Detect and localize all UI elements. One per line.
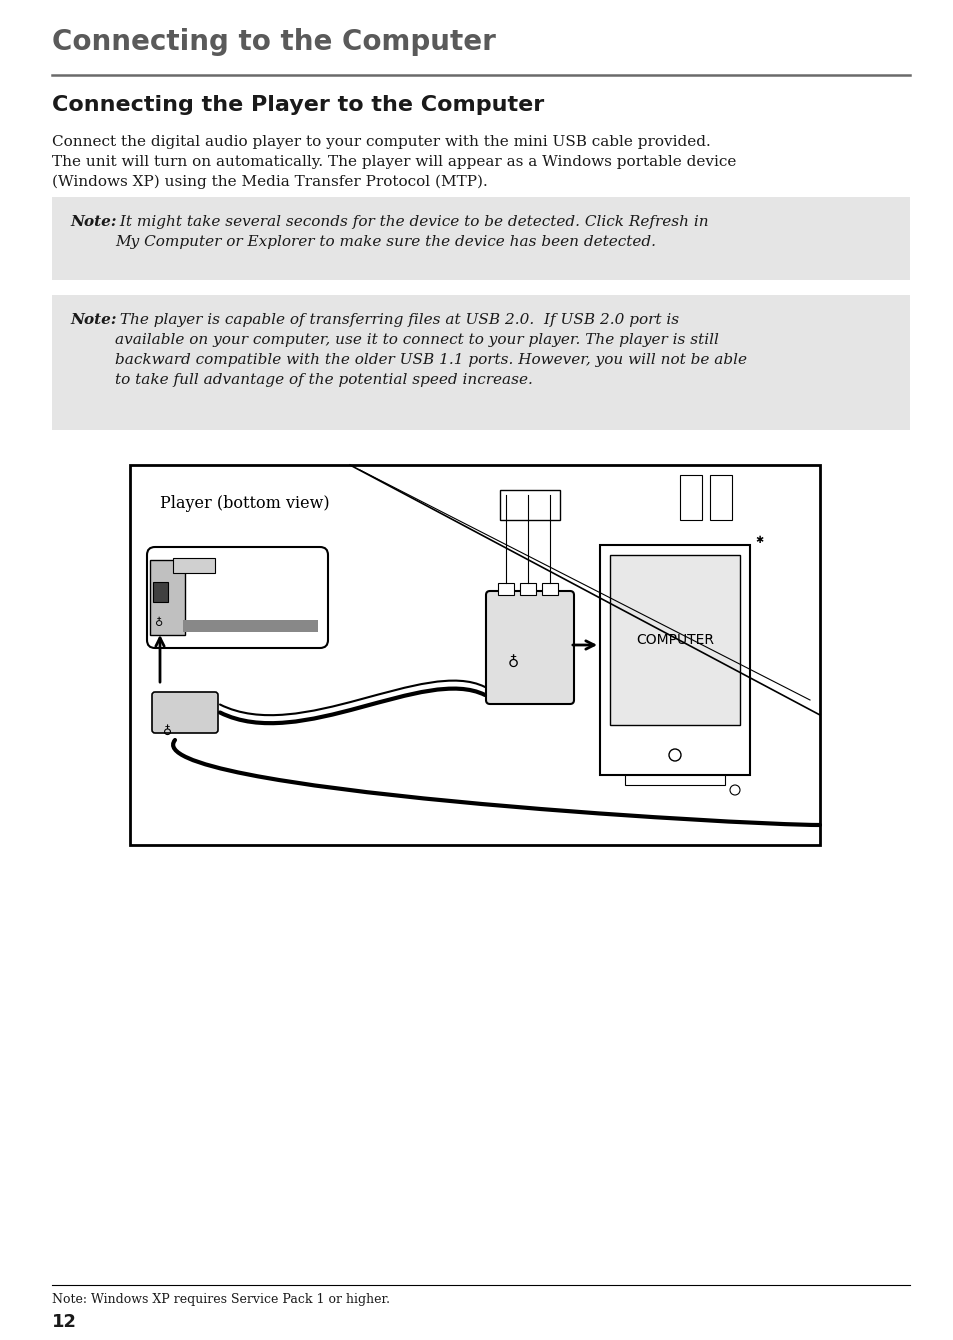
Text: ♁: ♁ (163, 725, 172, 738)
Bar (599, 545, 749, 775)
Text: It might take several seconds for the device to be detected. Click Refresh in
My: It might take several seconds for the de… (115, 214, 708, 249)
Text: Connecting to the Computer: Connecting to the Computer (52, 28, 496, 56)
Bar (183, 620, 317, 632)
Bar (609, 555, 740, 725)
Text: COMPUTER: COMPUTER (636, 632, 713, 647)
Bar (152, 582, 168, 602)
Bar (52, 197, 909, 280)
Bar (709, 474, 731, 520)
FancyBboxPatch shape (485, 591, 574, 704)
Text: ♁: ♁ (507, 655, 518, 670)
Text: Note:: Note: (70, 214, 116, 229)
Text: Note: Windows XP requires Service Pack 1 or higher.: Note: Windows XP requires Service Pack 1… (52, 1293, 390, 1306)
Text: The player is capable of transferring files at USB 2.0.  If USB 2.0 port is
avai: The player is capable of transferring fi… (115, 314, 746, 387)
FancyBboxPatch shape (152, 691, 218, 733)
Bar (541, 583, 558, 595)
Text: 12: 12 (52, 1313, 77, 1331)
Text: Connecting the Player to the Computer: Connecting the Player to the Computer (52, 95, 543, 115)
Bar (499, 490, 559, 520)
Text: Note:: Note: (70, 314, 116, 327)
Bar (519, 583, 536, 595)
Text: Player (bottom view): Player (bottom view) (160, 494, 330, 512)
Bar (130, 465, 820, 846)
Text: The unit will turn on automatically. The player will appear as a Windows portabl: The unit will turn on automatically. The… (52, 155, 736, 169)
Bar (52, 295, 909, 430)
Bar (172, 557, 214, 574)
Text: ♁: ♁ (154, 618, 163, 628)
Bar (150, 560, 185, 635)
Text: Connect the digital audio player to your computer with the mini USB cable provid: Connect the digital audio player to your… (52, 135, 710, 149)
Bar (497, 583, 514, 595)
Text: ✱: ✱ (754, 535, 762, 545)
Bar (679, 474, 701, 520)
FancyBboxPatch shape (147, 547, 328, 649)
Bar (624, 775, 724, 785)
Text: (Windows XP) using the Media Transfer Protocol (MTP).: (Windows XP) using the Media Transfer Pr… (52, 176, 487, 189)
